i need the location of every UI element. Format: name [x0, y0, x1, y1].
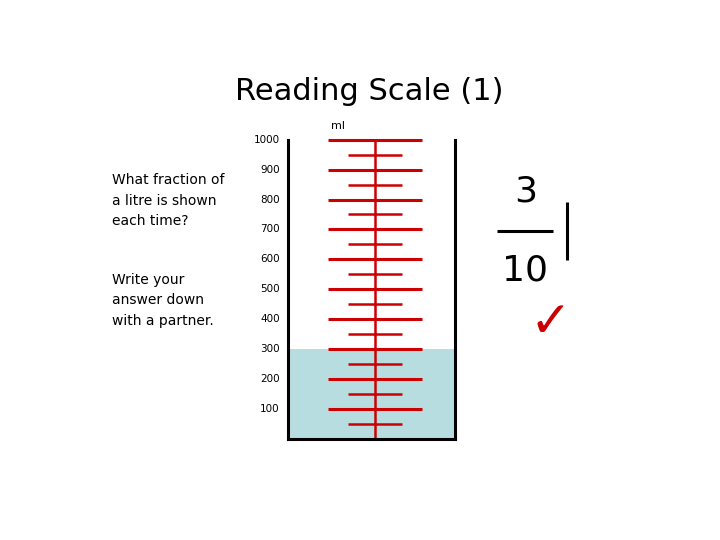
Bar — [288, 349, 456, 439]
Text: 800: 800 — [260, 194, 279, 205]
Text: 10: 10 — [503, 254, 548, 288]
Text: 900: 900 — [260, 165, 279, 174]
Text: 400: 400 — [260, 314, 279, 324]
Text: ✓: ✓ — [529, 299, 571, 347]
Text: Reading Scale (1): Reading Scale (1) — [235, 77, 503, 106]
Text: 1000: 1000 — [253, 134, 279, 145]
Text: 600: 600 — [260, 254, 279, 265]
Text: ml: ml — [331, 122, 346, 131]
Text: What fraction of
a litre is shown
each time?: What fraction of a litre is shown each t… — [112, 173, 225, 228]
Text: 200: 200 — [260, 374, 279, 384]
Text: 100: 100 — [260, 404, 279, 414]
Text: Write your
answer down
with a partner.: Write your answer down with a partner. — [112, 273, 214, 328]
Text: 700: 700 — [260, 225, 279, 234]
Text: 300: 300 — [260, 344, 279, 354]
Text: 3: 3 — [514, 174, 536, 208]
Text: 500: 500 — [260, 285, 279, 294]
